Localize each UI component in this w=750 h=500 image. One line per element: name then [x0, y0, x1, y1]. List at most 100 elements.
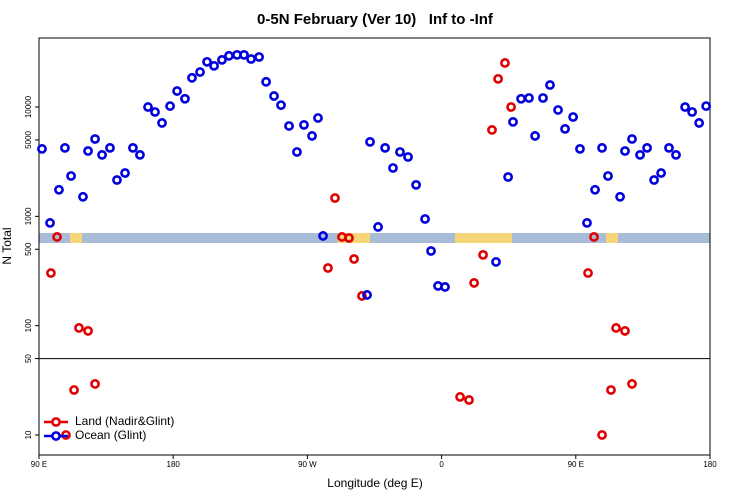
data-point — [180, 93, 190, 104]
ocean-strip — [39, 233, 710, 243]
data-point — [54, 184, 64, 195]
legend: Land (Nadir&Glint)Ocean (Glint) — [44, 414, 174, 442]
data-point — [187, 72, 197, 83]
data-point — [589, 232, 599, 242]
data-point — [493, 73, 504, 84]
data-point — [69, 385, 79, 395]
data-point — [74, 323, 84, 333]
data-point — [582, 218, 592, 228]
data-point — [97, 149, 107, 160]
land-strip — [455, 233, 512, 243]
data-point — [276, 100, 286, 111]
data-point — [45, 218, 55, 228]
data-point — [506, 102, 516, 112]
data-point — [491, 257, 501, 267]
x-tick-label: 90 E — [31, 460, 47, 469]
data-point — [299, 120, 309, 130]
data-point — [318, 231, 328, 241]
data-point — [239, 49, 249, 60]
data-point — [478, 249, 488, 260]
y-tick-label: 10000 — [24, 95, 33, 118]
data-point — [553, 105, 563, 115]
x-axis-label: Longitude (deg E) — [327, 476, 422, 490]
y-tick-label: 500 — [24, 242, 33, 256]
plot-frame — [38, 37, 711, 456]
data-point — [469, 278, 480, 288]
data-point — [603, 171, 613, 181]
data-point — [143, 102, 153, 112]
y-tick-label: 1000 — [24, 207, 33, 225]
data-point — [90, 134, 100, 144]
x-tick-label: 0 — [439, 460, 444, 469]
data-point — [583, 268, 593, 278]
data-point — [649, 175, 659, 185]
data-point — [373, 222, 383, 232]
data-point — [671, 149, 681, 160]
data-point — [530, 131, 540, 141]
legend-label: Ocean (Glint) — [75, 428, 146, 442]
data-point — [575, 143, 585, 154]
data-point — [217, 54, 227, 65]
data-point — [455, 392, 465, 402]
data-point — [500, 58, 510, 68]
data-point — [568, 112, 579, 122]
data-point — [209, 60, 219, 71]
data-point — [545, 80, 555, 90]
data-point — [165, 101, 175, 111]
data-point — [620, 326, 630, 336]
data-point — [664, 142, 674, 153]
land-strip — [338, 233, 370, 243]
data-point — [627, 134, 637, 144]
y-tick-label: 10 — [24, 430, 33, 439]
data-point — [395, 147, 405, 157]
legend-marker — [51, 417, 61, 427]
data-point — [606, 385, 616, 395]
data-point — [503, 172, 514, 182]
data-point — [120, 168, 130, 178]
data-point — [380, 142, 390, 153]
data-point — [307, 131, 317, 141]
y-tick-label: 100 — [24, 318, 33, 332]
data-point — [642, 142, 652, 153]
data-point — [269, 91, 279, 101]
data-point — [349, 254, 359, 264]
data-point — [627, 379, 637, 389]
data-point — [105, 142, 115, 153]
y-tick-label: 50 — [24, 354, 33, 363]
data-point — [635, 149, 645, 160]
data-point — [538, 93, 548, 103]
data-point — [597, 430, 607, 440]
data-point — [292, 147, 302, 157]
data-point — [440, 282, 450, 292]
data-point — [261, 76, 271, 87]
data-point — [172, 86, 182, 96]
data-point — [687, 107, 698, 117]
data-point — [680, 102, 690, 112]
data-point — [344, 233, 354, 243]
data-point — [83, 146, 93, 156]
data-point — [112, 175, 122, 185]
y-tick-label: 5000 — [24, 130, 33, 148]
data-point — [90, 379, 100, 389]
data-point — [254, 52, 264, 62]
data-point — [66, 171, 76, 181]
data-point — [78, 191, 88, 202]
data-point — [83, 326, 93, 336]
data-point — [195, 67, 205, 77]
data-point — [37, 143, 47, 154]
data-point — [284, 121, 294, 131]
data-point — [135, 149, 145, 160]
y-axis-label: N Total — [0, 227, 14, 264]
data-point — [701, 101, 712, 111]
data-point — [330, 193, 340, 203]
data-point — [615, 191, 625, 202]
x-tick-label: 90 W — [298, 460, 317, 469]
land-strip — [606, 233, 618, 243]
data-point — [597, 142, 607, 153]
data-point — [157, 118, 167, 128]
land-strip — [70, 233, 82, 243]
data-point — [150, 107, 160, 117]
data-point — [365, 136, 375, 147]
